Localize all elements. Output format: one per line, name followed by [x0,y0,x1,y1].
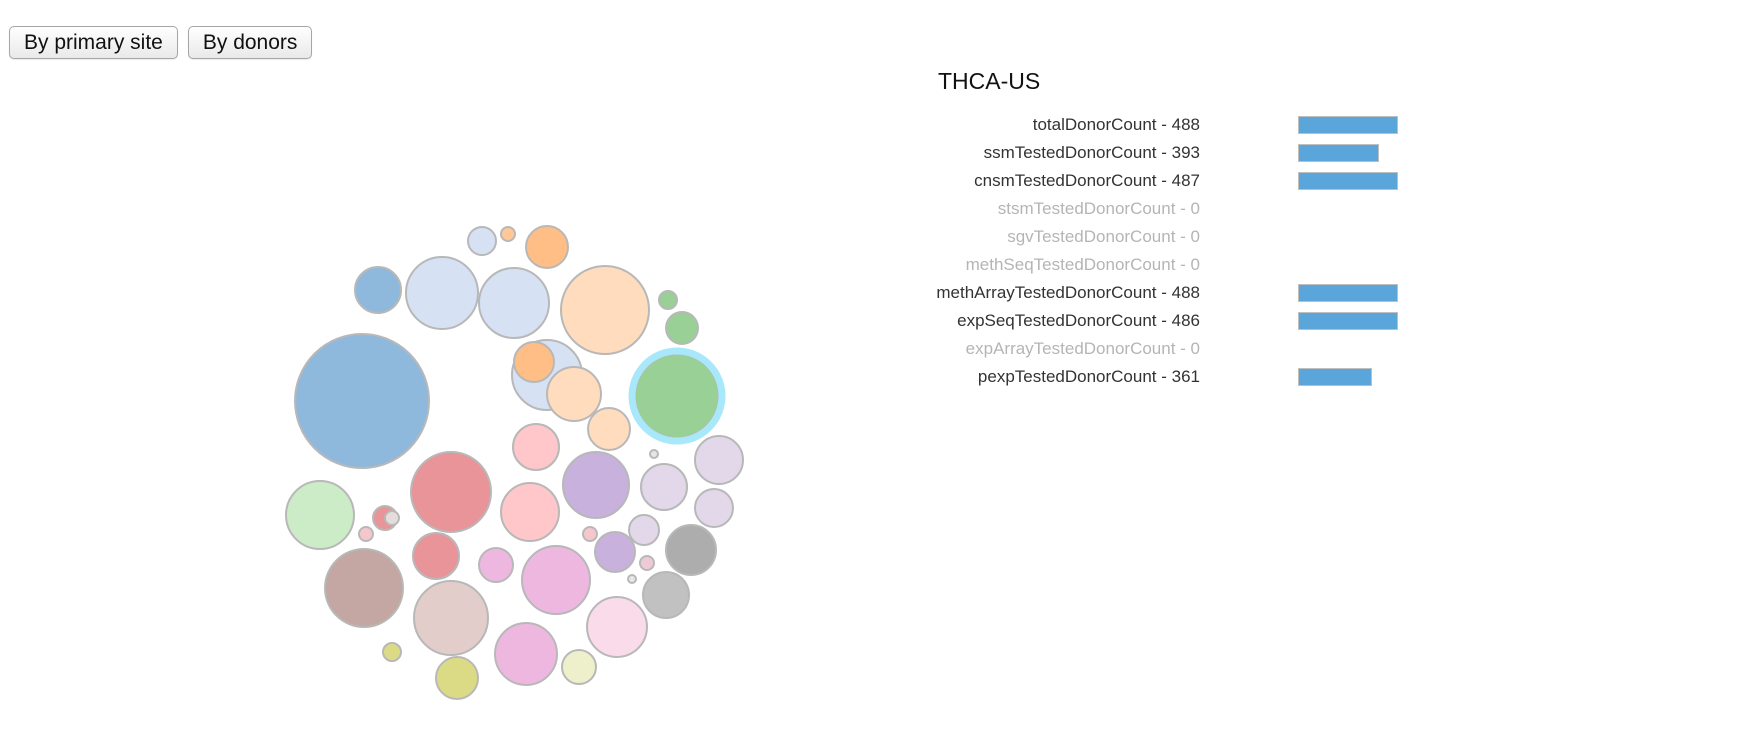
by-donors-button[interactable]: By donors [187,26,313,59]
stat-bar-expSeqTestedDonorCount [1298,312,1398,330]
stat-label-methSeqTestedDonorCount: methSeqTestedDonorCount - 0 [965,255,1200,274]
project-bubble[interactable] [494,622,558,686]
project-bubble[interactable] [405,256,479,330]
project-bubble[interactable] [478,267,550,339]
project-bubble[interactable] [285,480,355,550]
stat-label-totalDonorCount: totalDonorCount - 488 [1032,115,1200,134]
stat-label-ssmTestedDonorCount: ssmTestedDonorCount - 393 [983,143,1200,162]
project-bubble[interactable] [410,451,492,533]
stat-bar-cnsmTestedDonorCount [1298,172,1398,190]
project-bubble[interactable] [640,463,688,511]
project-title: THCA-US [938,68,1041,94]
project-bubble[interactable] [582,526,598,542]
stat-bar-methArrayTestedDonorCount [1298,284,1398,302]
stat-label-expArrayTestedDonorCount: expArrayTestedDonorCount - 0 [965,339,1200,358]
stat-label-sgvTestedDonorCount: sgvTestedDonorCount - 0 [1007,227,1200,246]
stat-label-pexpTestedDonorCount: pexpTestedDonorCount - 361 [977,367,1200,386]
project-bubble[interactable] [435,656,479,700]
project-bubble[interactable] [412,532,460,580]
project-bubble[interactable] [627,574,637,584]
project-bubble[interactable] [467,226,497,256]
project-bubble[interactable] [358,526,374,542]
project-bubble[interactable] [665,524,717,576]
project-bubble[interactable] [500,482,560,542]
donor-count-panel: totalDonorCount - 488 ssmTestedDonorCount… [900,114,1420,414]
toolbar: By primary site By donors [9,26,313,59]
project-bubble[interactable] [665,311,699,345]
project-bubble[interactable] [594,531,636,573]
project-bubble[interactable] [513,341,555,383]
project-bubble[interactable] [384,510,400,526]
project-bubble[interactable] [546,366,602,422]
project-bubble[interactable] [642,571,690,619]
project-bubble[interactable] [628,514,660,546]
bubble-chart [285,225,744,700]
project-bubble[interactable] [586,596,648,658]
project-bubble[interactable] [382,642,402,662]
stat-label-methArrayTestedDonorCount: methArrayTestedDonorCount - 488 [936,283,1200,302]
project-bubble[interactable] [649,449,659,459]
by-primary-site-button[interactable]: By primary site [9,26,178,59]
project-bubble[interactable] [561,649,597,685]
stat-bar-totalDonorCount [1298,116,1398,134]
project-bubble[interactable] [694,435,744,485]
project-bubble[interactable] [478,547,514,583]
project-bubble[interactable] [525,225,569,269]
project-bubble[interactable] [560,265,650,355]
project-bubble[interactable] [521,545,591,615]
project-bubble[interactable] [587,407,631,451]
project-bubble[interactable] [324,548,404,628]
project-bubble[interactable] [639,555,655,571]
project-bubble[interactable] [562,451,630,519]
selected-bubble-ring [628,347,726,445]
project-bubble[interactable] [500,226,516,242]
project-bubble[interactable] [413,580,489,656]
stat-bar-ssmTestedDonorCount [1298,144,1379,162]
project-bubble[interactable] [512,423,560,471]
stat-label-cnsmTestedDonorCount: cnsmTestedDonorCount - 487 [974,171,1200,190]
stat-bar-pexpTestedDonorCount [1298,368,1372,386]
stat-label-expSeqTestedDonorCount: expSeqTestedDonorCount - 486 [957,311,1200,330]
stat-label-stsmTestedDonorCount: stsmTestedDonorCount - 0 [997,199,1200,218]
project-bubble[interactable] [694,488,734,528]
project-bubble[interactable] [658,290,678,310]
project-bubble[interactable] [354,266,402,314]
project-bubble[interactable] [294,333,430,469]
